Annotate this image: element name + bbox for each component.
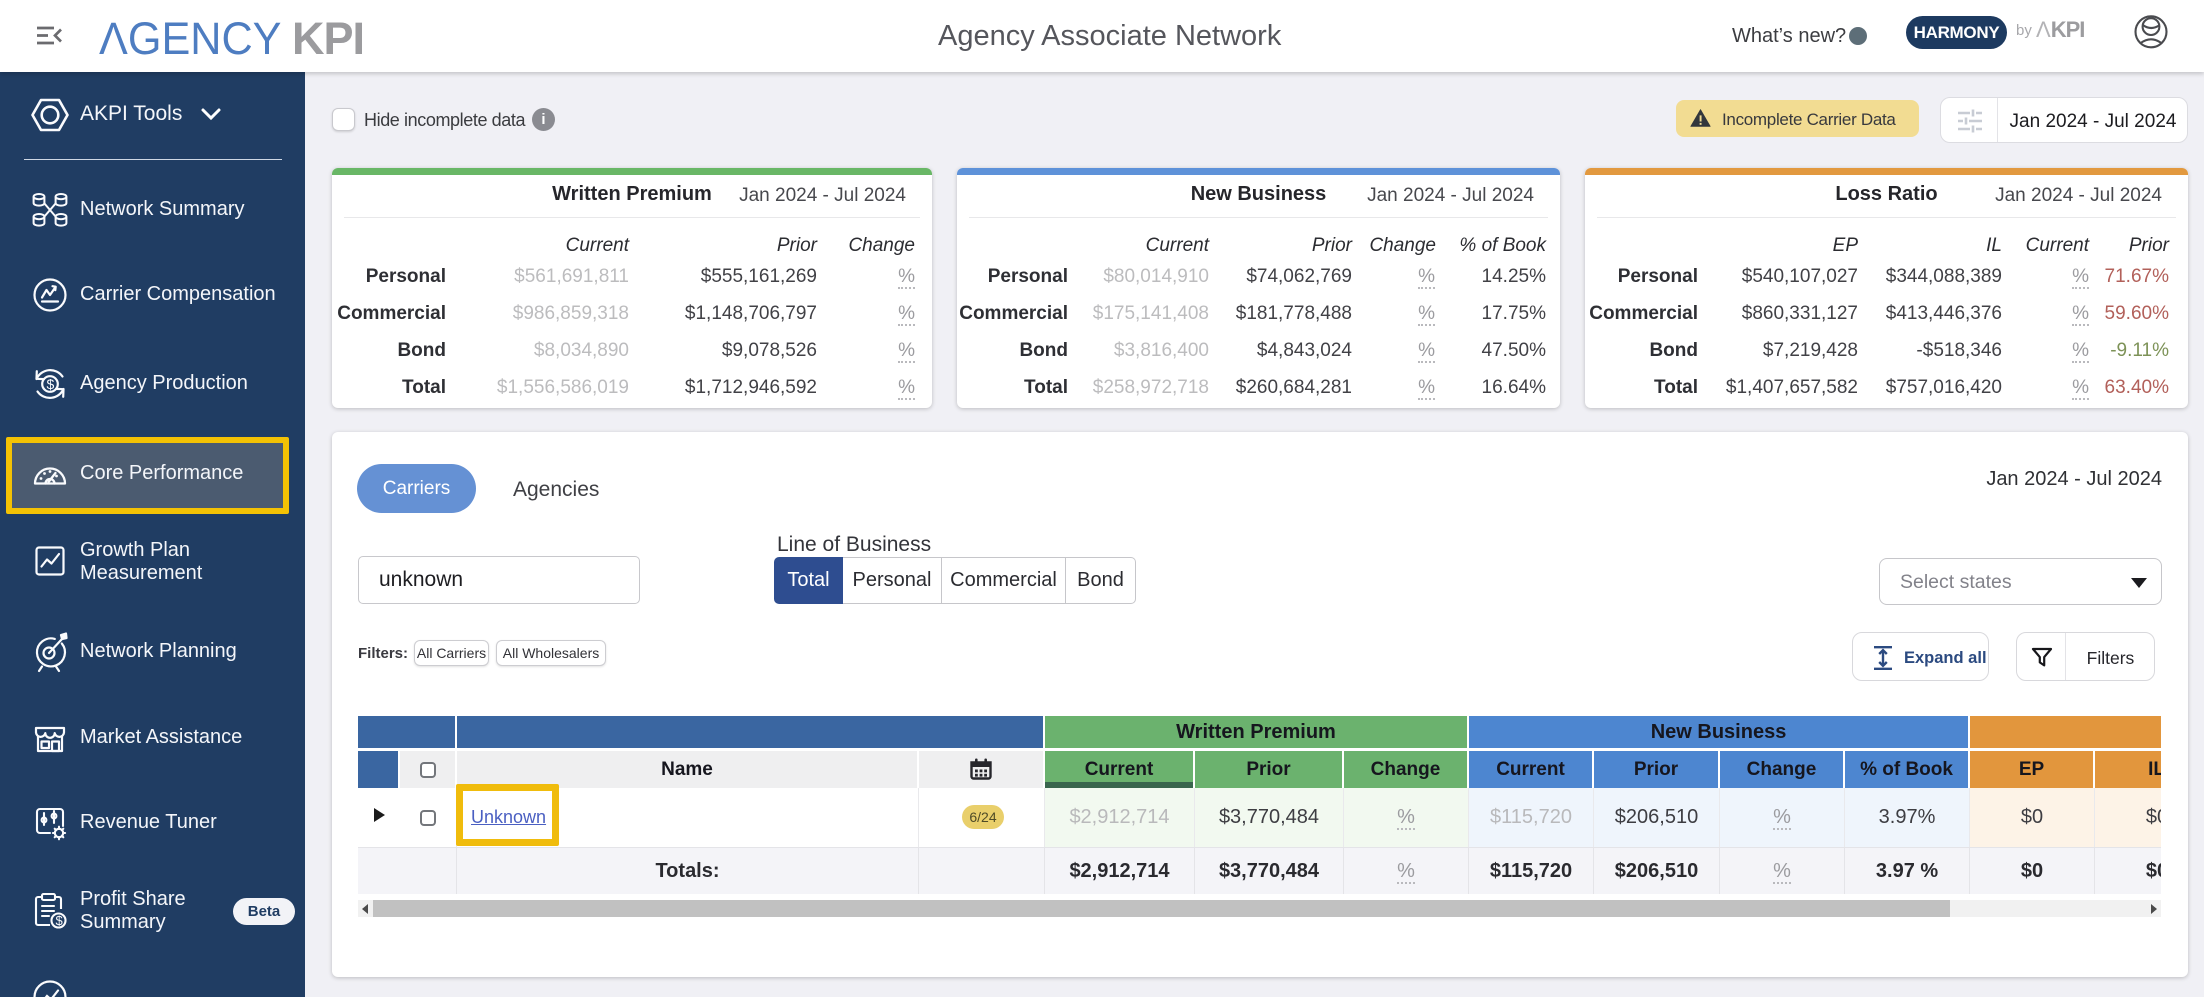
svg-text:$: $ bbox=[56, 913, 64, 928]
svg-text:$: $ bbox=[47, 376, 55, 392]
